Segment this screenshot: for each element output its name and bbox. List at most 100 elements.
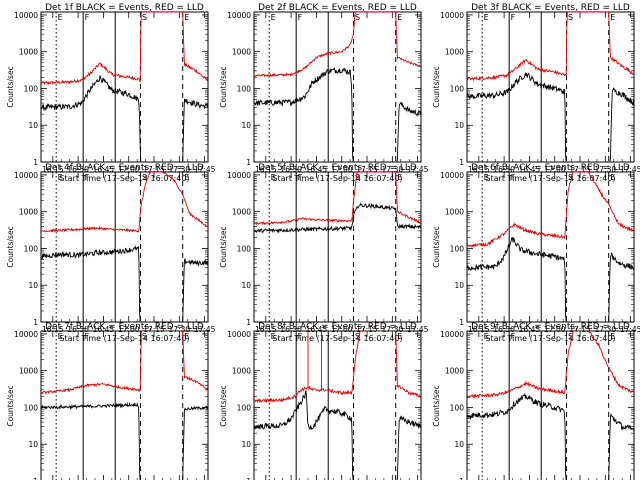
plot-frame xyxy=(466,11,635,163)
series-lld xyxy=(467,172,634,248)
y-tick-label: 1000 xyxy=(232,208,251,217)
series-events xyxy=(467,72,634,162)
y-tick-label: 1 xyxy=(246,477,251,480)
x-tick-label: 17:00 xyxy=(118,325,140,334)
x-tick-label: 17:15 xyxy=(143,325,165,334)
y-tick-label: 10000 xyxy=(227,171,251,180)
attenuator-marker-label: S xyxy=(568,173,573,182)
x-tick-label: 17:15 xyxy=(143,165,165,174)
y-tick-label: 10 xyxy=(28,121,38,130)
attenuator-marker-label: F xyxy=(85,332,90,341)
attenuator-marker-label: F xyxy=(298,173,303,182)
x-tick-label: 17:00 xyxy=(118,165,140,174)
x-tick-label: 17:00 xyxy=(331,165,353,174)
x-tick-label: 16:15 xyxy=(255,165,277,174)
x-tick-label: 16:15 xyxy=(468,165,490,174)
x-tick-label: 17:45 xyxy=(620,325,640,334)
x-tick-label: 17:45 xyxy=(194,165,216,174)
x-axis-label: Start Time (17-Sep-14 16:07:40) xyxy=(485,334,615,343)
x-tick-label: 17:45 xyxy=(407,165,429,174)
series-events xyxy=(467,392,634,480)
x-axis-label: Start Time (17-Sep-14 16:07:40) xyxy=(272,334,402,343)
y-tick-label: 100 xyxy=(24,84,39,93)
x-axis-label: Start Time (17-Sep-14 16:07:40) xyxy=(59,174,189,183)
x-tick-label: 16:15 xyxy=(42,165,64,174)
x-tick-label: 16:30 xyxy=(280,325,302,334)
y-tick-label: 10000 xyxy=(14,330,38,339)
plot-frame xyxy=(253,330,422,480)
y-tick-label: 1 xyxy=(33,318,38,327)
x-tick-label: 17:30 xyxy=(169,165,191,174)
panel-det-1f: Det 1f BLACK = Events, RED = LLD 1 10 100 10… xyxy=(6,3,216,183)
panel-title: Det 9f BLACK = Events, RED = LLD xyxy=(471,322,630,332)
panel-det-8f: Det 8f BLACK = Events, RED = LLD 1 10 100 10… xyxy=(219,322,422,480)
panel-title: Det 4f BLACK = Events, RED = LLD xyxy=(45,163,204,173)
x-tick-label: 16:30 xyxy=(67,325,89,334)
y-tick-label: 1 xyxy=(459,318,464,327)
y-tick-label: 1 xyxy=(33,158,38,167)
y-tick-label: 1000 xyxy=(19,208,38,217)
y-tick-label: 10000 xyxy=(440,330,464,339)
series-events xyxy=(41,402,208,480)
x-tick-label: 17:30 xyxy=(595,165,617,174)
y-tick-label: 100 xyxy=(24,244,39,253)
panel-title: Det 2f BLACK = Events, RED = LLD xyxy=(258,3,417,13)
y-axis-label: Counts/sec xyxy=(6,226,15,267)
x-tick-label: 16:15 xyxy=(42,325,64,334)
attenuator-marker-label: S xyxy=(355,173,360,182)
attenuator-marker-label: E xyxy=(397,173,402,182)
attenuator-marker-label: F xyxy=(511,332,516,341)
y-tick-label: 1000 xyxy=(19,367,38,376)
panel-det-4f: Det 4f BLACK = Events, RED = LLD 1 10 100 10… xyxy=(6,163,216,343)
attenuator-marker-label: E xyxy=(184,13,189,22)
attenuator-marker-label: E xyxy=(484,173,489,182)
x-tick-label: 17:15 xyxy=(569,325,591,334)
y-tick-label: 100 xyxy=(237,244,252,253)
series-events xyxy=(41,245,208,322)
x-tick-label: 17:15 xyxy=(356,165,378,174)
x-axis-label: Start Time (17-Sep-14 16:07:40) xyxy=(59,334,189,343)
panel-title: Det 1f BLACK = Events, RED = LLD xyxy=(45,3,204,13)
x-tick-label: 16:45 xyxy=(306,325,328,334)
series-lld xyxy=(254,172,421,226)
plot-frame xyxy=(40,171,209,323)
panel-det-7f: Det 7f BLACK = Events, RED = LLD 1 10 100 10… xyxy=(6,322,209,480)
y-tick-label: 1000 xyxy=(19,48,38,57)
panel-det-2f: Det 2f BLACK = Events, RED = LLD 1 10 100 10… xyxy=(219,3,429,183)
series-lld xyxy=(467,331,634,399)
y-axis-label: Counts/sec xyxy=(432,385,441,426)
attenuator-marker-label: E xyxy=(58,13,63,22)
x-tick-label: 16:30 xyxy=(280,165,302,174)
x-tick-label: 16:45 xyxy=(93,325,115,334)
attenuator-marker-label: E xyxy=(184,332,189,341)
series-events xyxy=(254,67,421,162)
x-tick-label: 17:45 xyxy=(407,325,429,334)
y-tick-label: 100 xyxy=(237,403,252,412)
y-tick-label: 1000 xyxy=(232,48,251,57)
y-tick-label: 10 xyxy=(454,281,464,290)
attenuator-marker-label: F xyxy=(85,173,90,182)
plot-frame xyxy=(40,11,209,163)
y-tick-label: 1000 xyxy=(445,208,464,217)
attenuator-marker-label: F xyxy=(85,13,90,22)
y-axis-label: Counts/sec xyxy=(432,226,441,267)
y-tick-label: 10 xyxy=(28,440,38,449)
y-tick-label: 1 xyxy=(33,477,38,480)
attenuator-marker-label: F xyxy=(511,13,516,22)
x-tick-label: 17:00 xyxy=(544,325,566,334)
attenuator-marker-label: E xyxy=(484,13,489,22)
x-tick-label: 16:45 xyxy=(519,325,541,334)
panel-title: Det 8f BLACK = Events, RED = LLD xyxy=(258,322,417,332)
attenuator-marker-label: S xyxy=(142,13,147,22)
y-tick-label: 10 xyxy=(454,121,464,130)
y-tick-label: 1000 xyxy=(445,48,464,57)
y-tick-label: 1000 xyxy=(232,367,251,376)
y-tick-label: 10000 xyxy=(14,11,38,20)
panel-title: Det 7f BLACK = Events, RED = LLD xyxy=(45,322,204,332)
y-tick-label: 100 xyxy=(450,403,465,412)
y-tick-label: 100 xyxy=(450,244,465,253)
attenuator-marker-label: E xyxy=(397,332,402,341)
y-tick-label: 100 xyxy=(450,84,465,93)
y-tick-label: 100 xyxy=(24,403,39,412)
